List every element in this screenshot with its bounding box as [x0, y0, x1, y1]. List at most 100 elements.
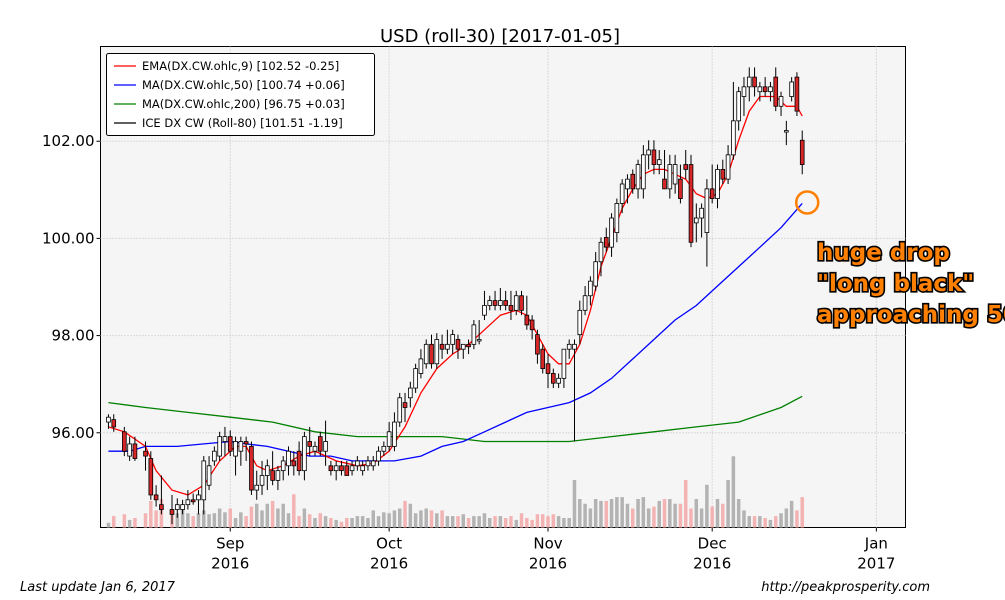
candle-body	[577, 309, 583, 336]
candle-body	[106, 416, 111, 423]
volume-bar	[345, 518, 349, 528]
highlight-circle	[794, 190, 820, 215]
volume-bar	[752, 516, 757, 528]
volume-bar	[683, 480, 688, 528]
volume-bar	[292, 494, 296, 528]
volume-bar	[689, 508, 693, 528]
x-tick-year: 2017	[857, 555, 895, 573]
candle-body	[540, 348, 546, 370]
candle-body	[344, 465, 350, 476]
candle-body	[582, 295, 588, 311]
volume-bar	[488, 518, 492, 528]
candle-body	[614, 203, 620, 233]
volume-bar	[435, 513, 439, 528]
candle-body	[784, 130, 789, 133]
volume-bar	[286, 513, 291, 528]
volume-bar	[403, 500, 407, 528]
legend-box	[106, 53, 375, 136]
volume-bar	[641, 497, 646, 528]
volume-bar	[276, 508, 280, 528]
volume-bar	[440, 510, 444, 528]
candle-body	[619, 183, 625, 204]
volume-bar	[556, 516, 561, 528]
volume-bar	[562, 518, 566, 528]
chart-title: USD (roll-30) [2017-01-05]	[380, 26, 620, 47]
volume-bar	[122, 514, 127, 528]
x-tick-month: Oct	[376, 535, 402, 553]
volume-bar	[239, 512, 243, 528]
candle-body	[731, 120, 736, 156]
volume-bar	[360, 516, 365, 528]
volume-bar	[244, 516, 248, 528]
candle-body	[762, 86, 768, 93]
candle-body	[402, 402, 408, 408]
volume-bar	[540, 514, 545, 528]
candle-body	[296, 450, 302, 472]
candle-body	[323, 441, 328, 452]
volume-bar	[768, 519, 773, 528]
candle-body	[768, 86, 773, 93]
volume-bar	[652, 506, 656, 528]
volume-bar	[223, 512, 227, 528]
volume-bar	[705, 484, 709, 528]
volume-bar	[392, 510, 397, 528]
volume-bar	[154, 510, 158, 528]
volume-bar	[631, 508, 635, 528]
volume-bar	[382, 512, 386, 528]
candle-body	[720, 169, 726, 180]
volume-bar	[636, 499, 640, 528]
volume-bar	[525, 518, 529, 528]
volume-bar	[302, 508, 307, 528]
volume-bar	[149, 500, 153, 528]
candle-body	[434, 339, 440, 365]
volume-bar	[668, 499, 672, 528]
volume-bar	[604, 500, 609, 528]
candle-body	[492, 300, 498, 306]
candle-body	[625, 178, 630, 190]
volume-bar	[106, 522, 111, 528]
candle-body	[752, 76, 757, 88]
volume-bar	[493, 516, 497, 528]
candle-body	[736, 91, 741, 122]
candle-body	[328, 465, 334, 472]
x-tick-year: 2016	[693, 555, 731, 573]
candle-body	[450, 334, 455, 345]
candle-body	[238, 441, 244, 452]
candle-body	[535, 334, 540, 355]
volume-bar	[228, 508, 233, 528]
candle-body	[603, 237, 609, 248]
volume-bar	[625, 503, 630, 528]
volume-bar	[323, 516, 328, 528]
volume-bar	[461, 514, 466, 528]
candle-body	[588, 280, 593, 297]
volume-bar	[599, 500, 603, 528]
volume-bar	[371, 510, 375, 528]
volume-bar	[789, 500, 794, 528]
volume-bar	[657, 500, 661, 528]
candle-body	[683, 164, 689, 170]
candle-body	[688, 164, 694, 243]
candles	[106, 67, 805, 525]
volume-bar	[509, 516, 513, 528]
candle-body	[794, 76, 800, 112]
legend-label: ICE DX CW (Roll-80) [101.51 -1.19]	[142, 116, 343, 130]
x-tick-month: Sep	[216, 535, 244, 553]
x-tick-year: 2016	[529, 555, 567, 573]
volume-bar	[472, 516, 476, 528]
candle-body	[217, 436, 222, 457]
volume-bar	[773, 516, 778, 528]
x-tick-month: Nov	[533, 535, 562, 553]
legend-label: MA(DX.CW.ohlc,50) [100.74 +0.06]	[142, 78, 345, 92]
candle-body	[386, 431, 392, 447]
grid-lines	[100, 46, 906, 528]
candle-body	[746, 76, 752, 88]
last-update-text: Last update Jan 6, 2017	[20, 580, 176, 595]
candle-body	[418, 358, 424, 374]
volume-bar	[260, 510, 264, 528]
volume-bar	[519, 513, 524, 528]
volume-bar	[318, 513, 323, 528]
candle-body	[243, 441, 249, 445]
candle-body	[482, 305, 487, 316]
legend-label: MA(DX.CW.ohlc,200) [96.75 +0.03]	[142, 97, 345, 111]
